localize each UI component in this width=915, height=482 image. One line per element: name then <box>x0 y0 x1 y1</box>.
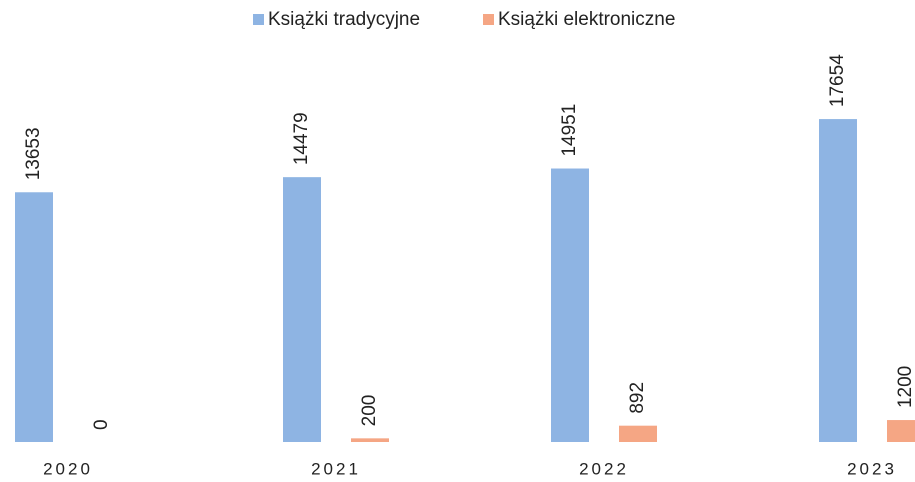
legend-swatch <box>483 14 494 25</box>
data-label: 14479 <box>291 112 312 165</box>
bar <box>887 420 915 442</box>
bar <box>351 438 389 442</box>
x-tick-label: 2021 <box>311 459 361 478</box>
x-tick-label: 2023 <box>847 459 897 478</box>
bar <box>619 425 657 442</box>
data-label: 13653 <box>23 127 44 180</box>
bar <box>283 177 321 442</box>
data-label: 14951 <box>559 104 580 157</box>
data-label: 892 <box>627 382 648 414</box>
bar <box>819 119 857 442</box>
legend-label: Książki tradycyjne <box>268 9 420 30</box>
data-label: 0 <box>91 419 112 430</box>
legend-swatch <box>253 14 264 25</box>
data-label: 1200 <box>895 366 915 408</box>
x-tick-label: 2022 <box>579 459 629 478</box>
bar <box>15 192 53 442</box>
bar <box>551 168 589 442</box>
data-label: 17654 <box>827 54 848 107</box>
data-label: 200 <box>359 395 380 427</box>
x-tick-label: 2020 <box>43 459 93 478</box>
legend-label: Książki elektroniczne <box>498 9 675 30</box>
